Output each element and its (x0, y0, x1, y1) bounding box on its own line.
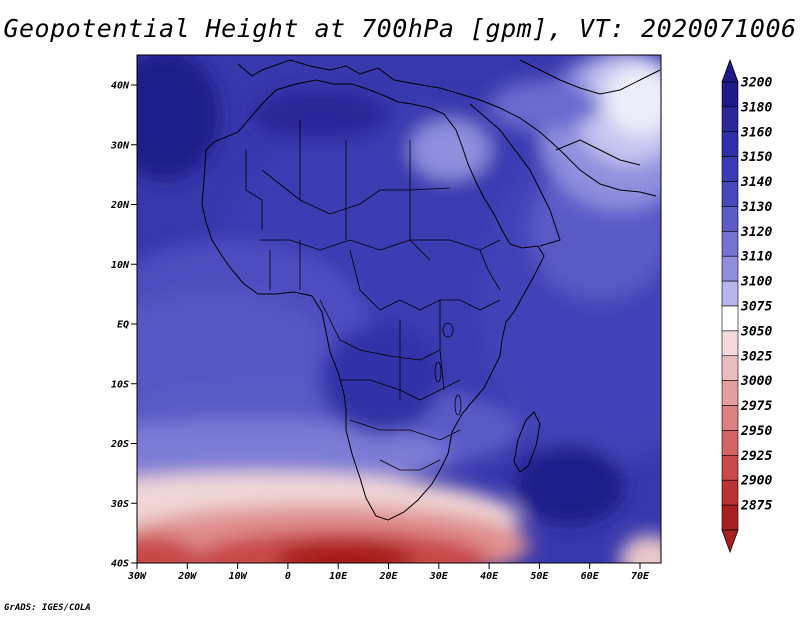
colorbar-swatch (721, 504, 739, 531)
colorbar-swatch (721, 131, 739, 157)
lat-label: 10N (111, 260, 130, 271)
colorbar-swatch (721, 305, 739, 332)
colorbar: 3200 3180 3160 3150 3140 3130 3120 3110 3100 3075… (721, 58, 772, 554)
colorbar-label: 3025 (740, 349, 772, 364)
colorbar-label: 3075 (740, 300, 772, 315)
colorbar-label: 2925 (740, 449, 772, 464)
colorbar-top-arrow (721, 58, 739, 83)
colorbar-swatch (721, 355, 739, 381)
lat-label: 40N (111, 81, 130, 92)
colorbar-label: 3100 (740, 275, 772, 290)
map-title: Geopotential Height at 700hPa [gpm], VT:… (3, 14, 797, 43)
lon-label: 30W (127, 571, 147, 582)
colorbar-bottom-arrow (721, 529, 739, 554)
lon-label: 60E (581, 571, 600, 582)
lon-label: 10E (329, 571, 348, 582)
longitude-axis: 30W 20W 10W 0 10E 20E 30E 40E 50E 60E 70E (127, 563, 650, 582)
map-frame (136, 54, 662, 564)
colorbar-label: 3150 (740, 150, 772, 165)
colorbar-label: 2875 (740, 499, 772, 514)
colorbar-swatch (721, 255, 739, 282)
colorbar-swatch (721, 380, 739, 406)
latitude-axis: 40N 30N 20N 10N EQ 10S 20S 30S 40S (110, 81, 137, 570)
colorbar-label: 2975 (740, 399, 772, 414)
lon-label: 10W (229, 571, 248, 582)
lat-label: 20S (110, 439, 129, 450)
lat-label: 30N (110, 140, 130, 151)
colorbar-label: 3200 (740, 76, 772, 91)
colorbar-label: 3180 (740, 100, 772, 115)
colorbar-swatch (721, 405, 739, 431)
lat-label: 30S (110, 499, 129, 510)
lon-label: 30E (429, 571, 449, 582)
lon-label: 20E (378, 571, 398, 582)
colorbar-swatch (721, 479, 739, 506)
lon-label: 40E (480, 571, 499, 582)
height-field (137, 55, 661, 563)
colorbar-swatch (721, 231, 739, 257)
colorbar-label: 2950 (740, 424, 772, 439)
coastline (201, 79, 545, 521)
colorbar-label: 3120 (740, 225, 772, 240)
lon-label: 20W (177, 571, 197, 582)
colorbar-label: 2900 (740, 474, 772, 489)
lat-label: 10S (111, 379, 129, 390)
colorbar-swatch (721, 206, 739, 232)
colorbar-swatch (721, 181, 739, 207)
colorbar-label: 3000 (740, 374, 772, 389)
colorbar-label: 3140 (740, 175, 772, 190)
credit-text: GrADS: IGES/COLA (4, 603, 91, 613)
colorbar-swatch (721, 280, 739, 307)
colorbar-label: 3160 (740, 125, 772, 140)
lon-label: 0 (285, 571, 291, 582)
lon-label: 70E (631, 571, 650, 582)
lon-label: 50E (530, 571, 549, 582)
colorbar-swatch (721, 106, 739, 133)
lat-label: 40S (111, 559, 129, 570)
colorbar-swatch (721, 430, 739, 456)
colorbar-swatch (721, 330, 739, 357)
colorbar-label: 3050 (740, 324, 772, 339)
colorbar-label: 3110 (740, 250, 772, 265)
lat-label: 20N (110, 200, 130, 211)
lat-label: EQ (117, 320, 129, 331)
colorbar-swatch (721, 81, 739, 108)
colorbar-swatch (721, 156, 739, 182)
colorbar-label: 3130 (740, 200, 772, 215)
colorbar-swatch (721, 455, 739, 481)
